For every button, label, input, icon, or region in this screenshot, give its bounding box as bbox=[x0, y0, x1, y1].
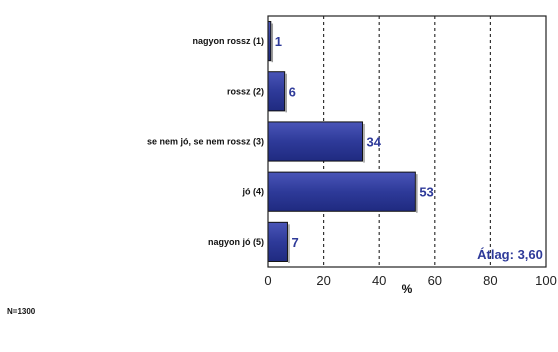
data-label: 34 bbox=[367, 135, 382, 150]
category-label: se nem jó, se nem rossz (3) bbox=[147, 137, 264, 147]
bar bbox=[267, 221, 288, 262]
category-labels: nagyon rossz (1) rossz (2) se nem jó, se n… bbox=[147, 36, 264, 247]
plot-frame bbox=[267, 15, 547, 268]
data-labels: 1 6 34 53 7 bbox=[275, 34, 434, 250]
bar bbox=[267, 171, 416, 212]
x-tick-label: 0 bbox=[264, 273, 271, 288]
x-tick-label: 100 bbox=[535, 273, 557, 288]
category-label: nagyon jó (5) bbox=[208, 237, 264, 247]
x-tick-label: 60 bbox=[428, 273, 442, 288]
x-tick-label: 80 bbox=[483, 273, 497, 288]
data-label: 1 bbox=[275, 34, 282, 49]
sample-size-note: N=1300 bbox=[7, 307, 36, 316]
category-label: jó (4) bbox=[242, 187, 265, 197]
bar bbox=[267, 71, 286, 112]
x-axis-label: % bbox=[402, 282, 413, 296]
x-tick-label: 40 bbox=[372, 273, 386, 288]
x-tick-label: 20 bbox=[316, 273, 330, 288]
bars bbox=[267, 21, 418, 263]
data-label: 7 bbox=[291, 235, 298, 250]
data-label: 6 bbox=[289, 84, 296, 99]
data-label: 53 bbox=[419, 185, 433, 200]
category-label: rossz (2) bbox=[227, 86, 264, 96]
x-tick-labels: 0 20 40 60 80 100 bbox=[264, 273, 556, 288]
bar bbox=[267, 121, 364, 162]
category-label: nagyon rossz (1) bbox=[192, 36, 264, 46]
average-annotation: Átlag: 3,60 bbox=[477, 247, 543, 262]
